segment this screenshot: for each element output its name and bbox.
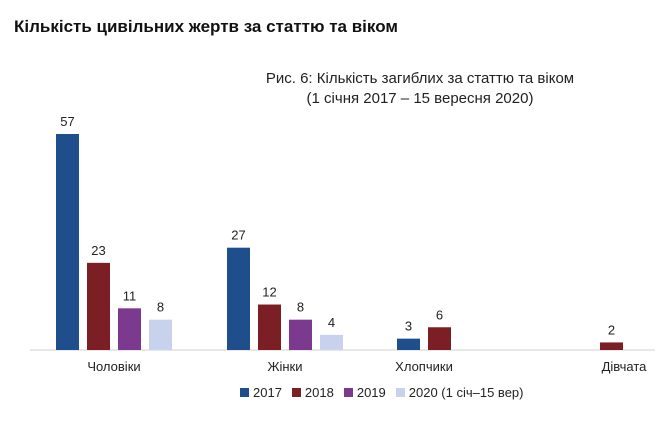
legend-label: 2019 [356,385,386,400]
data-label: 2 [608,322,615,337]
bar-2018-0 [87,262,110,350]
legend-item: 2020 (1 січ–15 вер) [395,385,524,400]
category-label: Жінки [267,359,302,374]
bar-2019-0 [118,308,141,350]
bar-2018-3 [600,342,623,350]
legend-item: 2019 [343,385,386,400]
data-label: 11 [123,288,137,303]
data-label: 57 [60,114,74,129]
legend-item: 2018 [291,385,334,400]
bar-2019-1 [289,319,312,350]
data-label: 8 [297,300,304,315]
bar-2020-0 [149,319,172,350]
data-label: 4 [328,315,335,330]
bar-2017-1 [227,247,250,350]
category-label: Дівчата [602,359,648,374]
legend-label: 2018 [304,385,334,400]
chart-title: Рис. 6: Кількість загиблих за статтю та … [265,70,575,87]
bar-2018-2 [428,327,451,350]
legend-swatch [240,388,249,397]
chart-legend: 2017 2018 2019 2020 (1 січ–15 вер) [240,385,533,400]
data-label: 6 [436,307,443,322]
bar-2018-1 [258,304,281,350]
legend-swatch [395,388,405,397]
legend-label: 2020 (1 січ–15 вер) [408,385,524,400]
legend-item: 2017 [240,385,282,400]
legend-swatch [343,388,353,397]
bar-2017-0 [56,134,79,350]
data-label: 23 [91,243,105,258]
data-label: 12 [262,285,276,300]
bar-2020-1 [320,334,343,350]
bar-2017-2 [397,338,420,350]
category-label: Хлопчики [395,359,453,374]
page-heading: Кількість цивільних жертв за статтю та в… [14,17,398,36]
data-label: 3 [405,319,412,334]
data-label: 8 [157,300,164,315]
data-label: 27 [231,228,245,243]
legend-swatch [291,388,301,397]
legend-label: 2017 [253,385,282,400]
category-label: Чоловіки [87,359,140,374]
chart-subtitle: (1 січня 2017 – 15 вересня 2020) [306,90,534,107]
